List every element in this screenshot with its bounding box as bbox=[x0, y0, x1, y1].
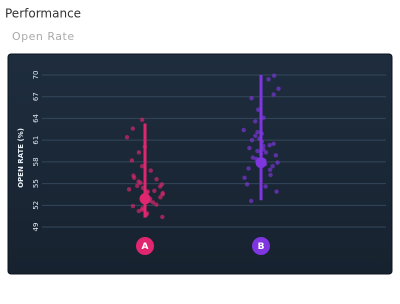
data-point bbox=[242, 175, 247, 181]
data-point bbox=[139, 117, 145, 123]
data-point bbox=[273, 153, 279, 158]
data-point bbox=[159, 182, 165, 187]
data-point bbox=[130, 126, 136, 131]
data-point bbox=[249, 95, 254, 101]
chart-panel bbox=[7, 53, 393, 275]
category-badge bbox=[252, 237, 270, 255]
y-tick-label: 67 bbox=[32, 92, 40, 101]
y-tick-label: 52 bbox=[32, 201, 40, 210]
data-point bbox=[263, 150, 269, 155]
data-point bbox=[256, 107, 261, 112]
data-point bbox=[150, 200, 156, 205]
data-point bbox=[160, 192, 165, 197]
data-point bbox=[249, 137, 255, 143]
data-point bbox=[271, 141, 276, 146]
data-point bbox=[271, 92, 276, 97]
data-point bbox=[132, 175, 137, 181]
data-point bbox=[268, 172, 273, 178]
data-point bbox=[255, 148, 260, 154]
y-tick-label: 49 bbox=[32, 223, 40, 232]
data-point bbox=[275, 160, 280, 165]
data-point bbox=[244, 182, 250, 187]
data-point bbox=[124, 135, 130, 140]
y-tick-label: 55 bbox=[32, 179, 40, 188]
y-tick-label: 70 bbox=[32, 71, 40, 80]
data-point bbox=[139, 207, 145, 212]
mean-marker bbox=[139, 193, 151, 205]
page-title: Performance bbox=[5, 7, 81, 21]
data-point bbox=[136, 179, 141, 184]
subtitle: Open Rate bbox=[12, 30, 75, 43]
mean-marker bbox=[255, 157, 267, 169]
category-label: B bbox=[258, 242, 265, 252]
data-point bbox=[126, 187, 132, 192]
data-point bbox=[154, 177, 159, 182]
category-label: A bbox=[142, 242, 149, 252]
data-point bbox=[267, 167, 273, 173]
y-tick-label: 58 bbox=[32, 157, 40, 166]
data-point bbox=[136, 150, 142, 155]
data-point bbox=[152, 188, 157, 194]
data-point bbox=[253, 133, 258, 139]
data-point bbox=[139, 164, 145, 169]
data-point bbox=[270, 164, 275, 169]
data-point bbox=[247, 145, 252, 151]
category-badge bbox=[136, 237, 154, 255]
data-point bbox=[253, 119, 258, 124]
data-point bbox=[249, 198, 254, 204]
y-tick-label: 64 bbox=[32, 113, 40, 122]
data-point bbox=[255, 129, 260, 135]
data-point bbox=[263, 184, 268, 189]
y-axis-label: OPEN RATE (%) bbox=[17, 128, 25, 188]
data-point bbox=[145, 189, 150, 194]
data-point bbox=[274, 189, 279, 194]
data-point bbox=[266, 77, 271, 82]
data-point bbox=[250, 155, 256, 160]
data-point bbox=[271, 73, 277, 78]
data-point bbox=[135, 183, 140, 188]
data-point bbox=[267, 143, 272, 148]
data-point bbox=[276, 86, 281, 91]
y-tick-label: 61 bbox=[32, 136, 40, 145]
data-point bbox=[154, 202, 159, 207]
data-point bbox=[129, 158, 135, 163]
data-point bbox=[148, 168, 153, 173]
data-point bbox=[241, 127, 246, 133]
data-point bbox=[246, 166, 251, 171]
data-point bbox=[130, 203, 136, 209]
data-point bbox=[160, 214, 165, 220]
